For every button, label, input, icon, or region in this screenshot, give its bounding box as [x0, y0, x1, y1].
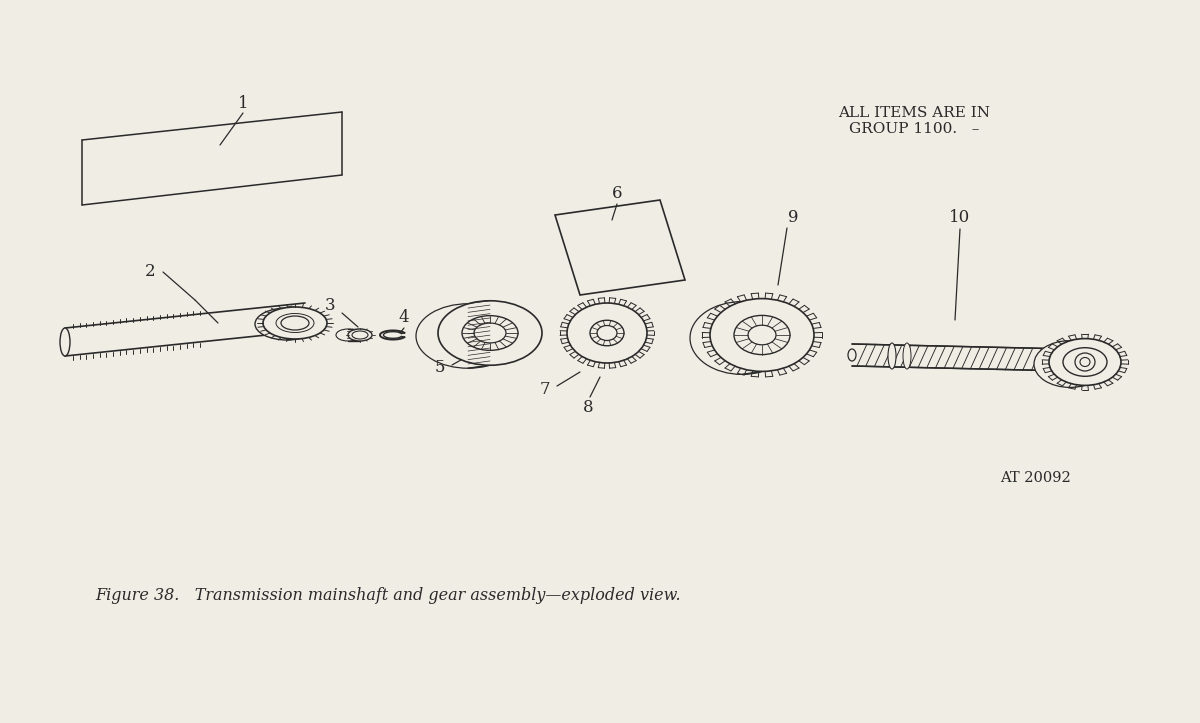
Ellipse shape — [590, 320, 624, 346]
Ellipse shape — [60, 328, 70, 356]
Text: 3: 3 — [325, 296, 335, 314]
Ellipse shape — [888, 343, 896, 369]
Ellipse shape — [416, 304, 520, 368]
Ellipse shape — [336, 329, 360, 341]
Text: ALL ITEMS ARE IN
GROUP 1100.   –: ALL ITEMS ARE IN GROUP 1100. – — [839, 106, 990, 136]
Ellipse shape — [568, 303, 647, 363]
Ellipse shape — [438, 301, 542, 365]
Text: 8: 8 — [583, 398, 593, 416]
Ellipse shape — [1080, 357, 1090, 367]
Ellipse shape — [848, 349, 856, 361]
Ellipse shape — [474, 323, 506, 343]
Ellipse shape — [256, 308, 319, 340]
Ellipse shape — [288, 309, 296, 333]
Ellipse shape — [281, 316, 310, 330]
Text: 7: 7 — [540, 382, 551, 398]
Text: 4: 4 — [398, 309, 409, 327]
Ellipse shape — [1075, 353, 1096, 371]
Text: Figure 38.   Transmission mainshaft and gear assembly—exploded view.: Figure 38. Transmission mainshaft and ge… — [95, 588, 680, 604]
Text: 9: 9 — [787, 210, 798, 226]
Ellipse shape — [598, 325, 617, 341]
Ellipse shape — [734, 315, 790, 354]
Ellipse shape — [263, 307, 326, 339]
Text: 10: 10 — [949, 210, 971, 226]
Ellipse shape — [348, 329, 372, 341]
Ellipse shape — [904, 343, 911, 369]
Ellipse shape — [690, 301, 794, 375]
Text: 6: 6 — [612, 184, 623, 202]
Text: 5: 5 — [434, 359, 445, 377]
Text: AT 20092: AT 20092 — [1000, 471, 1070, 485]
Ellipse shape — [748, 325, 776, 345]
Ellipse shape — [1049, 338, 1121, 385]
Text: 2: 2 — [145, 263, 155, 281]
Text: 1: 1 — [238, 95, 248, 111]
Ellipse shape — [1034, 341, 1106, 388]
Ellipse shape — [462, 316, 518, 351]
Ellipse shape — [710, 299, 814, 372]
Ellipse shape — [276, 309, 284, 333]
Ellipse shape — [1063, 348, 1108, 376]
